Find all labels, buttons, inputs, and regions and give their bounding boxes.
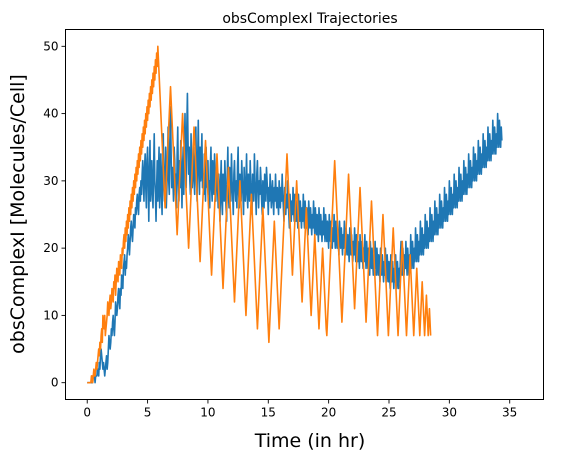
plot-area-frame (65, 29, 544, 400)
series-line-1 (87, 92, 503, 384)
chart-title: obsComplexI Trajectories (222, 11, 397, 27)
x-tick-label: 0 (83, 406, 91, 420)
y-tick-label: 10 (43, 308, 58, 322)
x-axis-label: Time (in hr) (254, 430, 366, 452)
y-tick-label: 0 (51, 376, 59, 390)
x-tick-label: 5 (144, 406, 152, 420)
y-tick-label: 40 (43, 107, 58, 121)
y-tick-label: 20 (43, 241, 58, 255)
x-tick-label: 20 (321, 406, 336, 420)
x-tick-label: 15 (261, 406, 276, 420)
x-axis: 0 5 10 15 20 25 30 35 (83, 399, 517, 420)
y-axis: 0 10 20 30 40 50 (43, 39, 66, 390)
x-tick-label: 35 (502, 406, 517, 420)
x-tick-label: 10 (200, 406, 215, 420)
y-tick-label: 50 (43, 39, 58, 53)
series-line-2 (87, 45, 432, 384)
x-tick-label: 25 (381, 406, 396, 420)
y-axis-label: obsComplexI [Molecules/Cell] (7, 74, 29, 354)
series-layer (87, 45, 503, 384)
y-tick-label: 30 (43, 174, 58, 188)
x-tick-label: 30 (442, 406, 457, 420)
